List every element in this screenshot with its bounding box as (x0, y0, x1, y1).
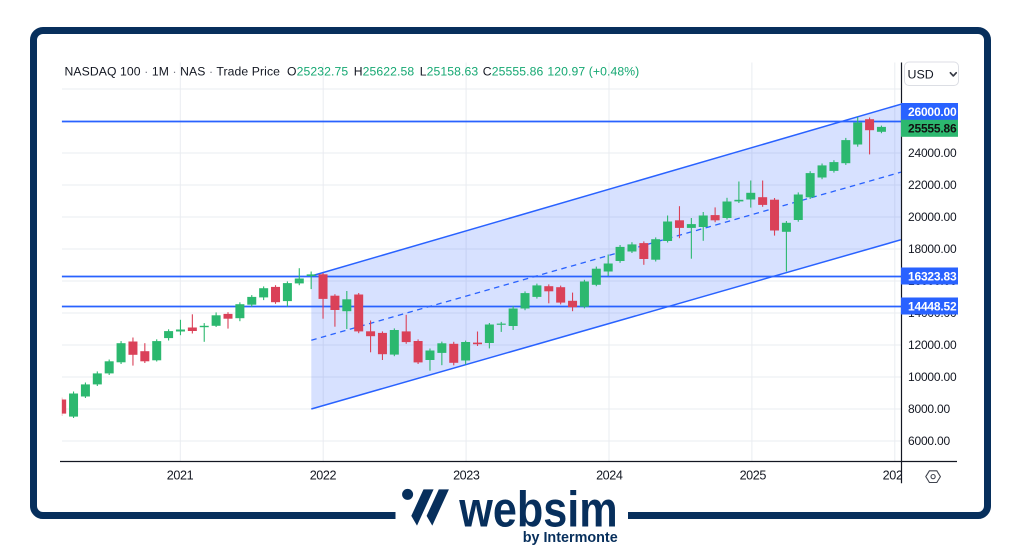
svg-text:USD: USD (908, 67, 934, 81)
svg-text:24000.00: 24000.00 (908, 146, 957, 160)
svg-text:2022: 2022 (310, 469, 337, 483)
svg-text:22000.00: 22000.00 (908, 178, 957, 192)
svg-text:6000.00: 6000.00 (908, 434, 951, 448)
svg-text:2024: 2024 (596, 469, 623, 483)
svg-text:2021: 2021 (167, 469, 194, 483)
svg-text:20000.00: 20000.00 (908, 210, 957, 224)
svg-text:26000.00: 26000.00 (908, 105, 957, 119)
svg-text:10000.00: 10000.00 (908, 370, 957, 384)
svg-text:2025: 2025 (740, 469, 767, 483)
svg-text:2023: 2023 (453, 469, 480, 483)
svg-text:18000.00: 18000.00 (908, 242, 957, 256)
svg-text:16323.83: 16323.83 (908, 269, 957, 283)
svg-text:8000.00: 8000.00 (908, 402, 951, 416)
svg-text:25555.86: 25555.86 (908, 122, 957, 136)
svg-text:12000.00: 12000.00 (908, 338, 957, 352)
svg-text:websim: websim (458, 482, 617, 538)
svg-text:by Intermonte: by Intermonte (523, 530, 618, 546)
svg-text:14448.52: 14448.52 (908, 299, 957, 313)
svg-text:NASDAQ 100 · 1M · NAS · Trade: NASDAQ 100 · 1M · NAS · Trade Price O252… (65, 64, 640, 78)
svg-text:2026: 2026 (883, 469, 910, 483)
